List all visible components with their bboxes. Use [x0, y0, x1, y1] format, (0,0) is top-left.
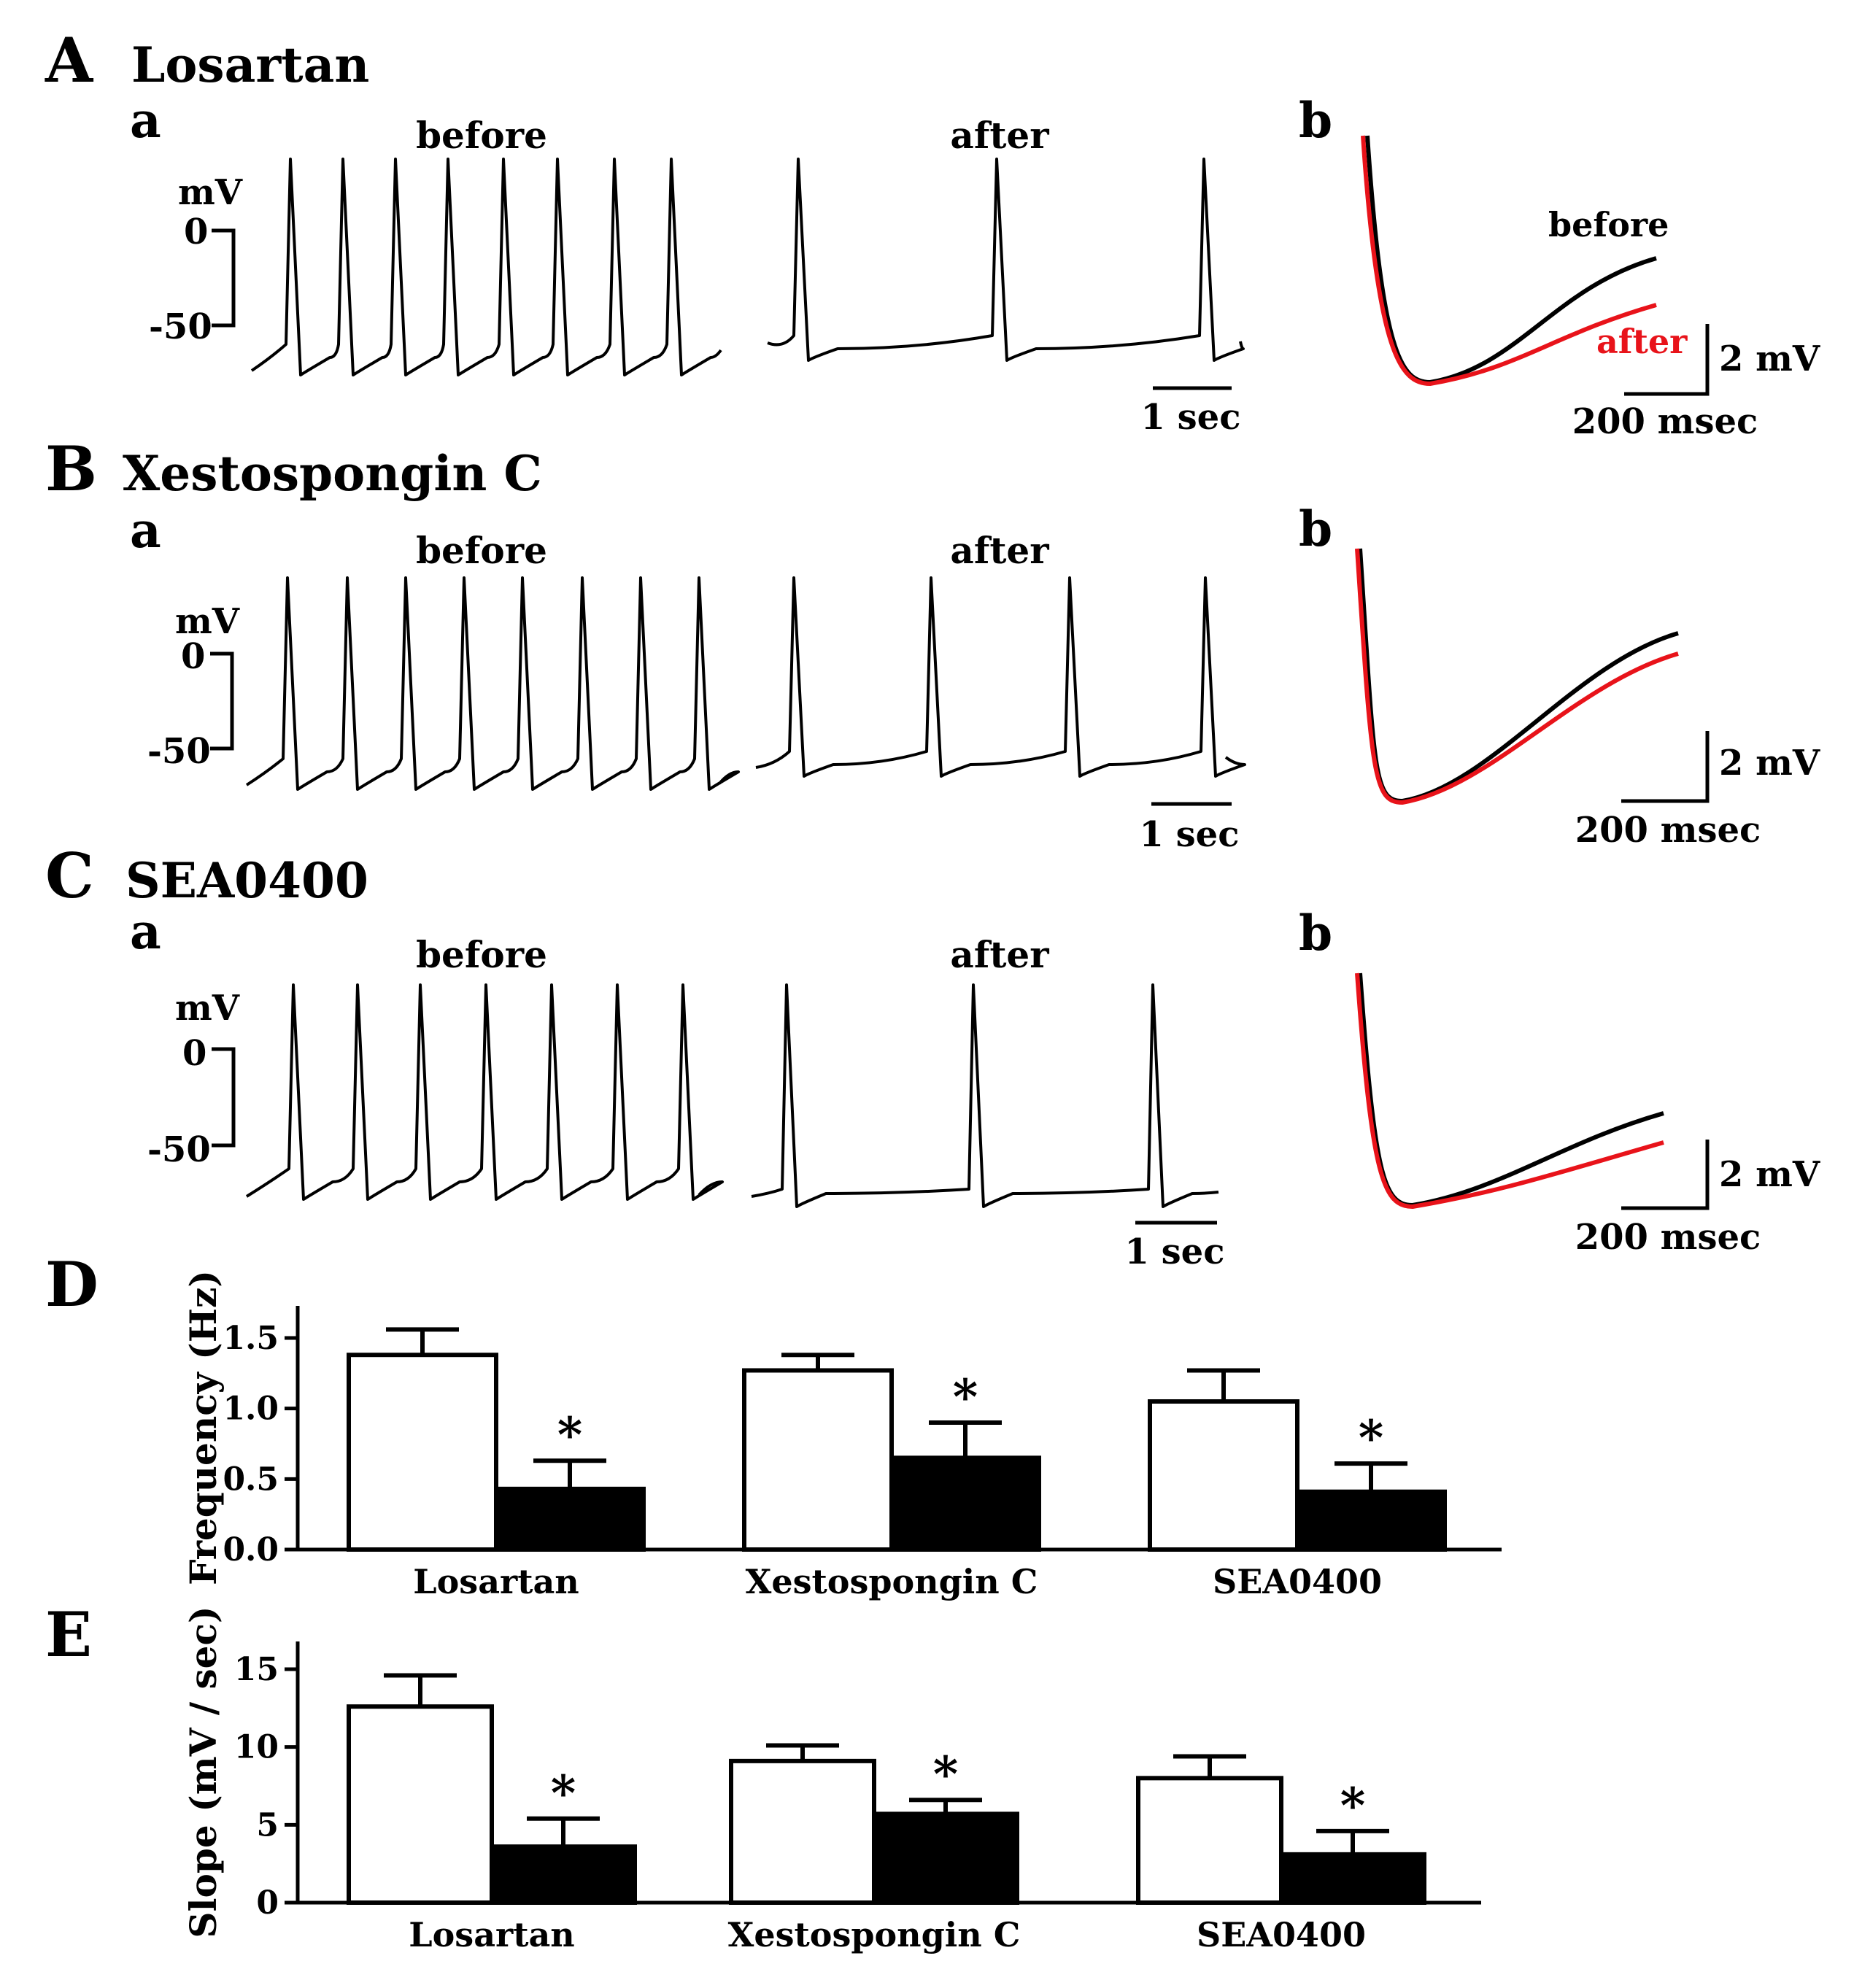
panel-c-drug-title: SEA0400	[125, 852, 368, 909]
panel-c-sub-a: a	[130, 903, 161, 960]
panel-a: A Losartan a before after mV 0 -50 1 sec…	[45, 24, 1820, 442]
significance-star-2: *	[1359, 1409, 1384, 1466]
category-label: Xestospongin C	[728, 1915, 1021, 1954]
panel-a-time-scale-label: 1 sec	[1141, 397, 1241, 438]
panel-a-before-trace	[250, 158, 722, 376]
panel-b-sub-b: b	[1299, 500, 1332, 557]
panel-a-legend-before: before	[1548, 205, 1669, 244]
y-tick-label: 1.0	[223, 1391, 279, 1428]
y-axis-label: Frequency (Hz)	[182, 1270, 225, 1585]
panel-b-sub-a: a	[130, 502, 161, 559]
panel-a-overlay-scale-bar	[1624, 324, 1710, 396]
bar-after-0	[490, 1844, 637, 1905]
panel-a-voltage-scale-bar	[212, 228, 236, 328]
significance-star-0: *	[557, 1407, 583, 1463]
panel-b-mv-label: mV	[175, 601, 240, 642]
category-label: SEA0400	[1197, 1915, 1366, 1954]
panel-c-letter: C	[45, 840, 94, 912]
panel-c-overlay-before-trace	[1358, 972, 1664, 1207]
y-tick-label: 10	[234, 1729, 279, 1766]
bar-before-2	[1136, 1776, 1283, 1905]
panel-a-overlay-time-label: 200 msec	[1572, 401, 1758, 442]
panel-a-minus50-label: -50	[149, 306, 212, 347]
panel-c-voltage-scale-bar	[212, 1047, 236, 1148]
panel-c-overlay-mv-label: 2 mV	[1719, 1154, 1820, 1195]
y-tick-label: 0.5	[223, 1461, 279, 1498]
panel-c-mv-label: mV	[175, 988, 240, 1029]
panel-e-letter: E	[45, 1598, 92, 1671]
panel-b-before-trace	[245, 576, 740, 791]
panel-c-zero-label: 0	[182, 1033, 206, 1074]
panel-b-overlay-scale-bar	[1621, 731, 1710, 803]
significance-star-1: *	[933, 1746, 959, 1803]
category-label: Losartan	[409, 1915, 574, 1954]
panel-a-drug-title: Losartan	[131, 36, 369, 93]
bar-before-1	[742, 1368, 894, 1552]
panel-b-minus50-label: -50	[147, 731, 211, 772]
panel-a-before-label: before	[416, 114, 547, 157]
panel-b-after-trace	[755, 576, 1246, 778]
bar-before-0	[347, 1353, 498, 1552]
panel-c: C SEA0400 a before after mV 0 -50 1 sec …	[45, 840, 1820, 1272]
panel-a-zero-label: 0	[184, 212, 208, 252]
bar-after-1	[889, 1455, 1041, 1552]
significance-star-1: *	[953, 1369, 978, 1426]
panel-b-overlay-after-trace	[1355, 548, 1679, 805]
panel-b-voltage-scale-bar	[210, 651, 234, 751]
panel-c-overlay-after-trace	[1355, 972, 1664, 1209]
panel-b-time-scale-label: 1 sec	[1140, 814, 1240, 855]
bar-after-2	[1295, 1489, 1447, 1552]
panel-b-letter: B	[45, 433, 97, 505]
bar-after-2	[1279, 1852, 1426, 1906]
category-label: Losartan	[413, 1562, 579, 1601]
panel-b-drug-title: Xestospongin C	[123, 445, 542, 502]
panel-a-mv-label: mV	[178, 172, 243, 213]
bar-before-0	[347, 1704, 494, 1905]
panel-b-overlay-mv-label: 2 mV	[1719, 743, 1820, 784]
category-label: Xestospongin C	[746, 1562, 1038, 1601]
bar-before-2	[1148, 1399, 1299, 1552]
panel-b-zero-label: 0	[181, 636, 205, 677]
panel-c-sub-b: b	[1299, 905, 1332, 962]
panel-c-before-label: before	[416, 933, 547, 976]
panel-a-overlay-mv-label: 2 mV	[1719, 339, 1820, 379]
panel-c-after-trace	[751, 983, 1219, 1208]
panel-a-after-trace	[767, 158, 1245, 362]
panel-a-sub-a: a	[130, 92, 161, 149]
panel-a-legend-after: after	[1596, 322, 1688, 361]
bar-after-0	[494, 1486, 646, 1552]
y-tick-label: 1.5	[223, 1320, 279, 1357]
category-label: SEA0400	[1213, 1562, 1382, 1601]
panel-b: B Xestospongin C a before after mV 0 -50…	[45, 433, 1820, 855]
y-tick-label: 0.0	[223, 1531, 279, 1569]
significance-star-2: *	[1340, 1777, 1366, 1834]
bar-after-1	[872, 1811, 1019, 1905]
y-axis-label: Slope (mV / sec)	[182, 1606, 225, 1938]
panel-a-sub-b: b	[1299, 92, 1332, 149]
panel-b-after-label: after	[950, 529, 1049, 572]
panel-a-overlay-after-trace	[1361, 135, 1657, 386]
y-tick-label: 0	[256, 1884, 279, 1922]
panel-a-letter: A	[45, 24, 94, 96]
panel-b-overlay-time-label: 200 msec	[1575, 810, 1761, 851]
y-tick-label: 15	[234, 1651, 279, 1688]
significance-star-0: *	[551, 1765, 576, 1822]
panel-c-minus50-label: -50	[147, 1129, 211, 1170]
bar-before-1	[729, 1758, 876, 1906]
y-tick-label: 5	[256, 1806, 279, 1844]
panel-c-overlay-time-label: 200 msec	[1575, 1217, 1761, 1258]
panel-b-before-label: before	[416, 529, 547, 572]
panel-c-overlay-scale-bar	[1621, 1140, 1710, 1210]
panel-c-before-trace	[245, 983, 724, 1201]
panel-d-letter: D	[45, 1248, 99, 1320]
panel-a-after-label: after	[950, 114, 1049, 157]
panel-c-after-label: after	[950, 933, 1049, 976]
panel-c-time-scale-label: 1 sec	[1125, 1231, 1225, 1272]
